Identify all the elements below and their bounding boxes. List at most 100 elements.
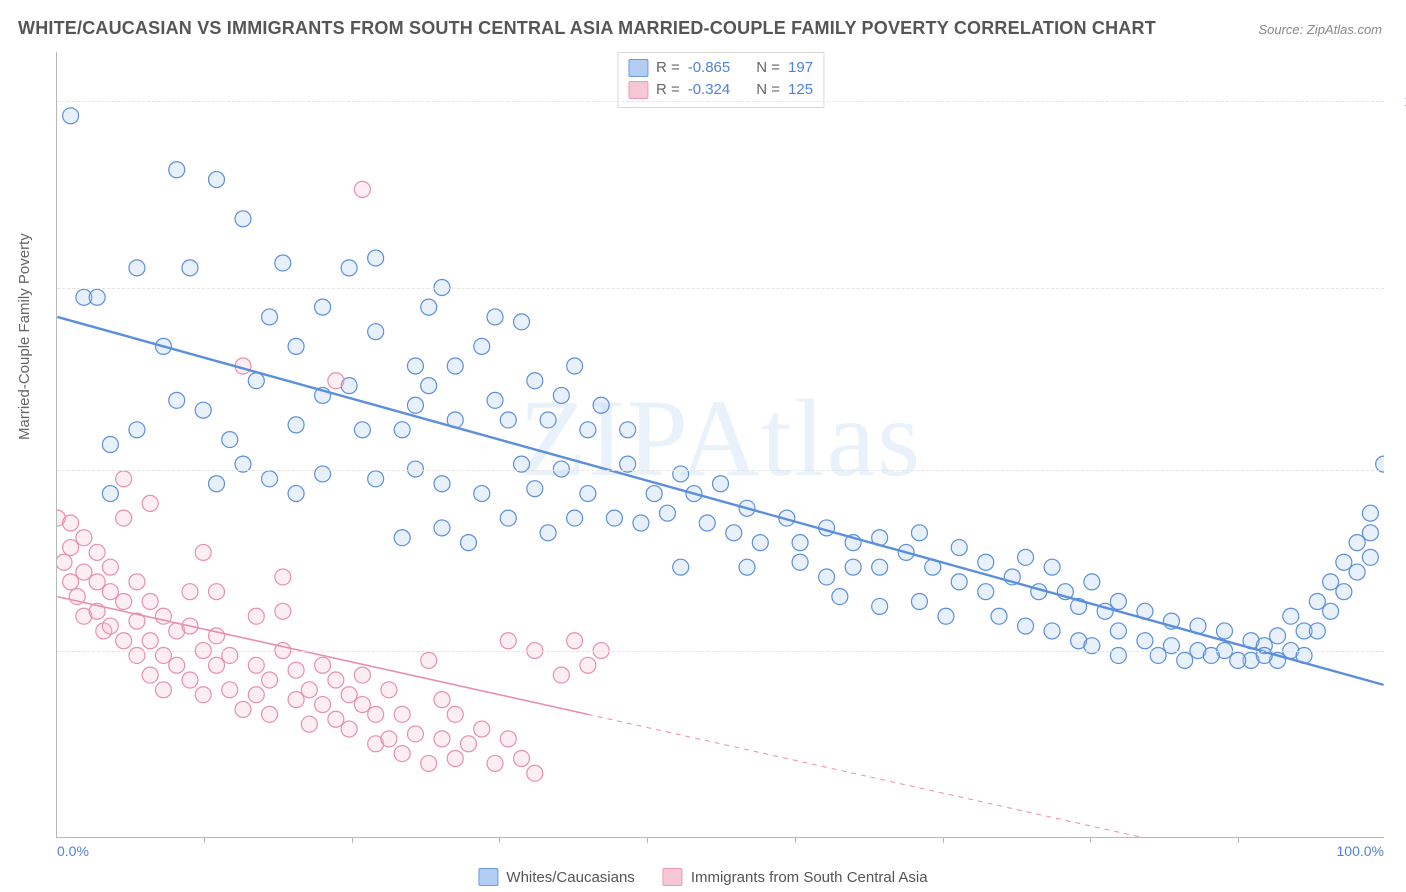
data-point — [1349, 535, 1365, 551]
stat-n-label: N = — [756, 79, 780, 101]
legend-label-1: Whites/Caucasians — [506, 869, 634, 886]
data-point — [673, 466, 689, 482]
data-point — [102, 486, 118, 502]
x-tick-label: 100.0% — [1337, 843, 1384, 859]
data-point — [1044, 623, 1060, 639]
data-point — [63, 540, 79, 556]
data-point — [76, 564, 92, 580]
data-point — [116, 594, 132, 610]
data-point — [248, 687, 264, 703]
x-tick-mark — [499, 837, 500, 843]
x-tick-mark — [647, 837, 648, 843]
data-point — [354, 667, 370, 683]
data-point — [421, 378, 437, 394]
data-point — [978, 584, 994, 600]
data-point — [1018, 549, 1034, 565]
swatch-series-1 — [628, 59, 648, 77]
data-point — [1283, 608, 1299, 624]
data-point — [209, 584, 225, 600]
trend-line — [57, 317, 1383, 685]
x-tick-label: 0.0% — [57, 843, 89, 859]
data-point — [911, 594, 927, 610]
data-point — [699, 515, 715, 531]
data-point — [169, 392, 185, 408]
data-point — [447, 751, 463, 767]
data-point — [819, 569, 835, 585]
data-point — [129, 647, 145, 663]
data-point — [407, 726, 423, 742]
data-point — [580, 422, 596, 438]
data-point — [288, 486, 304, 502]
data-point — [447, 706, 463, 722]
data-point — [527, 373, 543, 389]
data-point — [872, 559, 888, 575]
data-point — [487, 309, 503, 325]
data-point — [328, 373, 344, 389]
data-point — [102, 618, 118, 634]
data-point — [421, 299, 437, 315]
data-point — [1336, 584, 1352, 600]
data-point — [1323, 603, 1339, 619]
data-point — [288, 662, 304, 678]
data-point — [129, 260, 145, 276]
y-axis-label: Married-Couple Family Poverty — [16, 233, 33, 440]
data-point — [1323, 574, 1339, 590]
data-point — [646, 486, 662, 502]
data-point — [169, 162, 185, 178]
data-point — [315, 657, 331, 673]
data-point — [434, 692, 450, 708]
data-point — [394, 746, 410, 762]
data-point — [474, 721, 490, 737]
data-point — [262, 309, 278, 325]
data-point — [195, 687, 211, 703]
data-point — [209, 476, 225, 492]
y-tick-label: 11.2% — [1392, 280, 1406, 296]
data-point — [368, 324, 384, 340]
data-point — [155, 682, 171, 698]
data-point — [394, 422, 410, 438]
data-point — [1270, 628, 1286, 644]
data-point — [248, 657, 264, 673]
data-point — [63, 515, 79, 531]
gridline — [57, 288, 1384, 289]
data-point — [500, 731, 516, 747]
data-point — [315, 299, 331, 315]
data-point — [832, 589, 848, 605]
data-point — [341, 260, 357, 276]
stat-r-label: R = — [656, 57, 680, 79]
data-point — [301, 716, 317, 732]
data-point — [567, 633, 583, 649]
data-point — [209, 172, 225, 188]
data-point — [275, 603, 291, 619]
data-point — [1230, 652, 1246, 668]
data-point — [593, 397, 609, 413]
gridline — [57, 651, 1384, 652]
legend-stats-row-2: R = -0.324 N = 125 — [628, 79, 813, 101]
x-tick-mark — [1090, 837, 1091, 843]
data-point — [421, 755, 437, 771]
data-point — [792, 535, 808, 551]
data-point — [938, 608, 954, 624]
data-point — [500, 412, 516, 428]
data-point — [726, 525, 742, 541]
gridline — [57, 101, 1384, 102]
data-point — [739, 559, 755, 575]
data-point — [129, 574, 145, 590]
scatter-svg — [57, 52, 1384, 837]
data-point — [1349, 564, 1365, 580]
data-point — [1217, 623, 1233, 639]
data-point — [1044, 559, 1060, 575]
data-point — [142, 667, 158, 683]
data-point — [63, 574, 79, 590]
stat-n-value-2: 125 — [788, 79, 813, 101]
data-point — [434, 476, 450, 492]
data-point — [1018, 618, 1034, 634]
data-point — [142, 495, 158, 511]
data-point — [500, 510, 516, 526]
data-point — [553, 387, 569, 403]
stat-r-value-1: -0.865 — [688, 57, 731, 79]
data-point — [116, 471, 132, 487]
data-point — [102, 437, 118, 453]
data-point — [633, 515, 649, 531]
data-point — [911, 525, 927, 541]
